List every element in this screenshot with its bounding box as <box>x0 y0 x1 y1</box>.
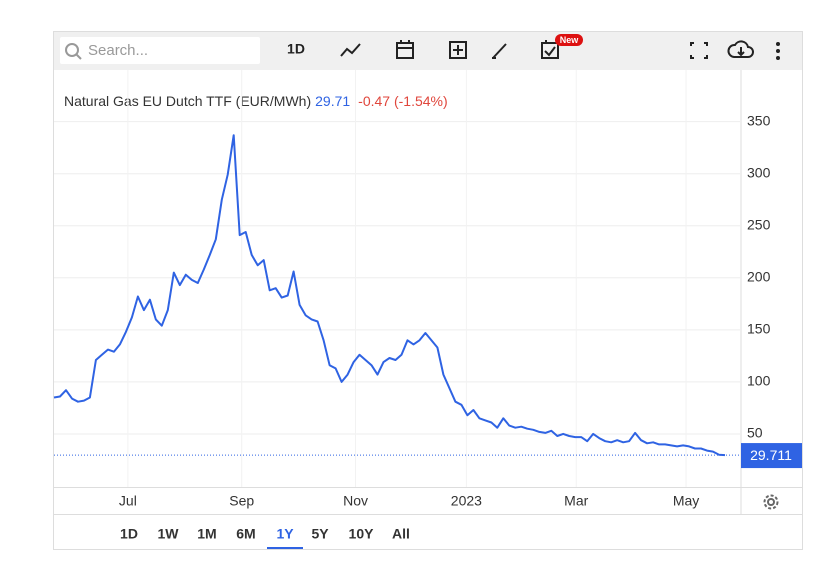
last-price: 29.71 <box>315 93 350 109</box>
new-badge <box>555 34 583 46</box>
new-badge-text: New <box>560 35 580 45</box>
y-tick-label: 50 <box>747 425 763 441</box>
add-indicator-icon[interactable] <box>449 41 467 59</box>
interval-button[interactable]: 1D <box>287 41 305 57</box>
grid <box>54 70 741 487</box>
y-tick-label: 350 <box>747 112 771 128</box>
x-tick-label: 2023 <box>451 493 482 509</box>
range-button[interactable]: 10Y <box>349 526 375 542</box>
range-button[interactable]: 1W <box>158 526 180 542</box>
draw-icon[interactable] <box>492 43 507 59</box>
y-tick-label: 250 <box>747 216 771 232</box>
x-tick-label: Mar <box>564 493 588 509</box>
search-icon <box>65 43 82 60</box>
range-button[interactable]: 1Y <box>276 526 294 542</box>
menu-icon[interactable] <box>776 42 780 60</box>
chart-header: Natural Gas EU Dutch TTF (EUR/MWh) 29.71-… <box>64 93 448 109</box>
settings-icon[interactable] <box>763 494 779 510</box>
y-tick-label: 200 <box>747 268 771 284</box>
price-change: -0.47 (-1.54%) <box>358 93 447 109</box>
events-icon[interactable] <box>541 40 559 59</box>
chart-title: Natural Gas EU Dutch TTF (EUR/MWh) <box>64 93 311 109</box>
chart-type-icon[interactable] <box>340 43 361 57</box>
price-line <box>53 134 726 457</box>
y-tick-label: 150 <box>747 321 771 337</box>
y-tick-label: 300 <box>747 164 771 180</box>
calendar-icon[interactable] <box>396 40 414 59</box>
last-price-tag <box>741 443 802 469</box>
last-price-tag-label: 29.711 <box>750 447 792 463</box>
x-tick-label: May <box>673 493 699 509</box>
y-tick-label: 100 <box>747 373 771 389</box>
range-button[interactable]: 1D <box>120 526 138 542</box>
range-button[interactable]: 6M <box>236 526 255 542</box>
x-tick-label: Nov <box>343 493 368 509</box>
range-button[interactable]: All <box>392 526 410 542</box>
x-tick-label: Jul <box>119 493 137 509</box>
search-box[interactable] <box>60 37 260 64</box>
range-underline <box>267 547 303 549</box>
x-tick-label: Sep <box>229 493 254 509</box>
widget-frame <box>53 31 803 550</box>
range-button[interactable]: 1M <box>197 526 216 542</box>
fullscreen-icon[interactable] <box>690 42 708 59</box>
range-button[interactable]: 5Y <box>311 526 329 542</box>
download-icon[interactable] <box>727 40 754 58</box>
search-placeholder: Search... <box>88 42 148 59</box>
